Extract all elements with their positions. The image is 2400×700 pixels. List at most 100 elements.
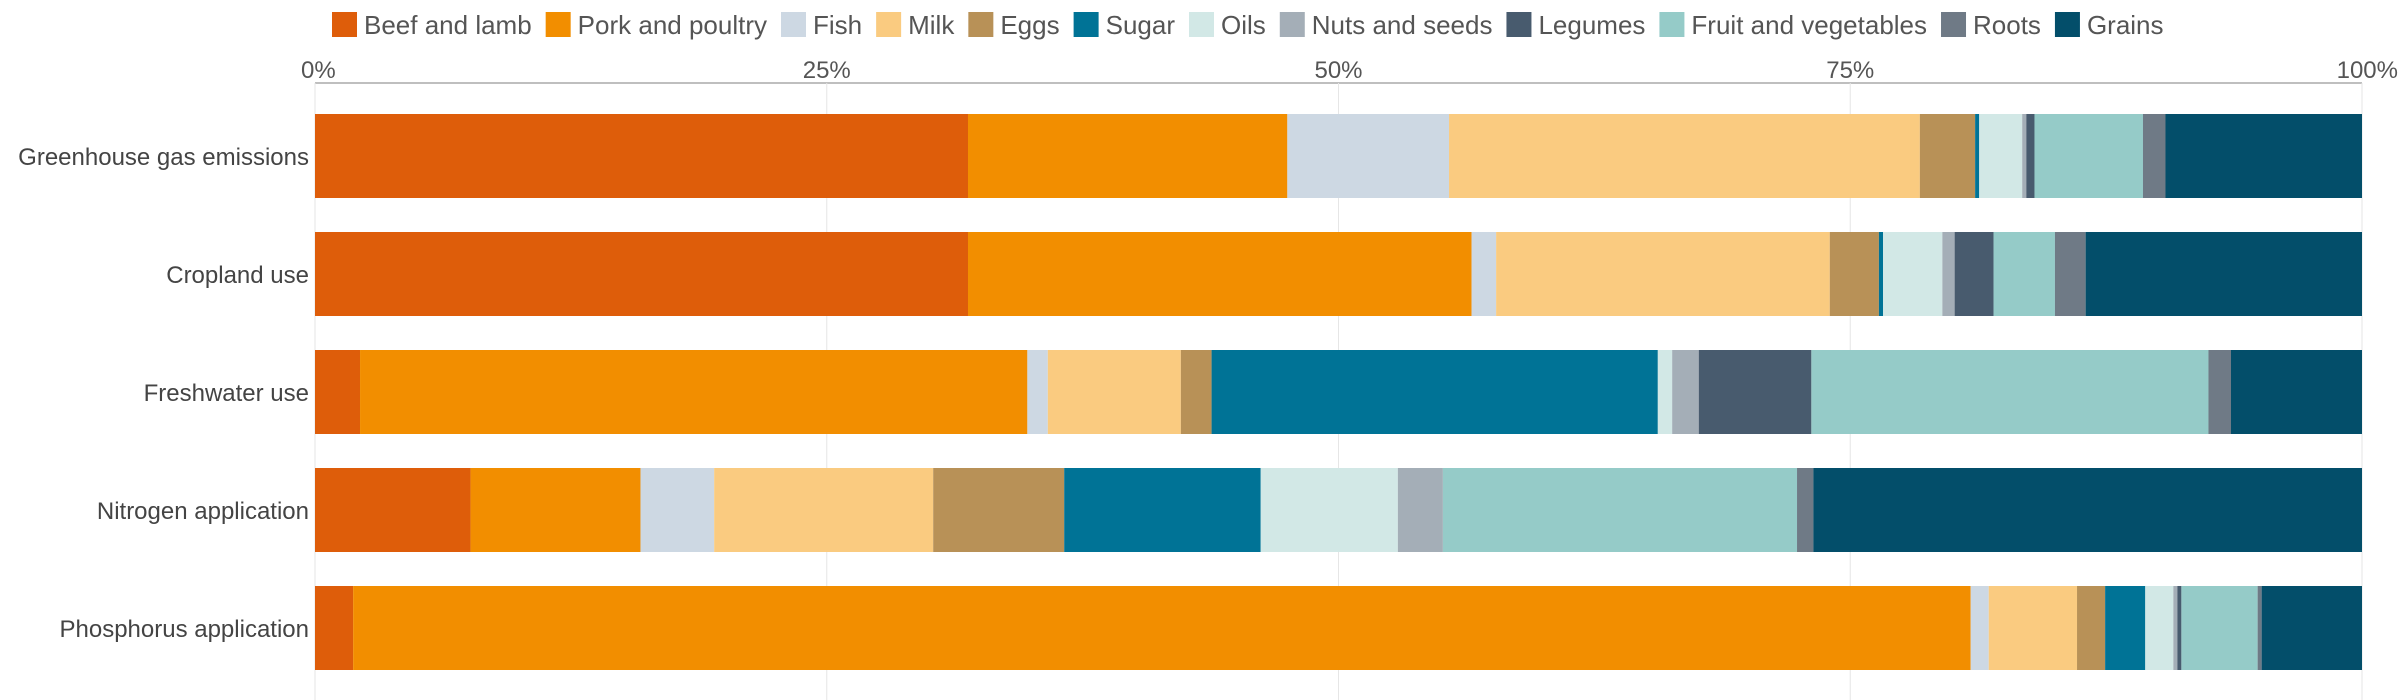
bar-segment-fish[interactable] (1287, 114, 1450, 198)
bar-segment-eggs[interactable] (933, 468, 1065, 552)
legend-swatch (1659, 12, 1685, 37)
bar-segment-fruit-and-vegetables[interactable] (2034, 114, 2143, 198)
legend-item-roots[interactable]: Roots (1941, 10, 2041, 40)
bar-segment-sugar[interactable] (1211, 350, 1658, 434)
x-tick-label: 0% (301, 57, 336, 84)
bar-row-phosphorus-application (315, 586, 2362, 670)
legend-item-legumes[interactable]: Legumes (1506, 10, 1645, 40)
bar-segment-fish[interactable] (1471, 232, 1497, 316)
legend-label: Oils (1221, 10, 1266, 40)
bar-segment-milk[interactable] (1496, 232, 1830, 316)
bar-segment-beef-and-lamb[interactable] (315, 586, 354, 670)
bar-row-greenhouse-gas-emissions (315, 114, 2362, 198)
bar-segment-fruit-and-vegetables[interactable] (1442, 468, 1798, 552)
bar-segment-fish[interactable] (1027, 350, 1048, 434)
bar-segment-nuts-and-seeds[interactable] (1672, 350, 1699, 434)
x-tick-label: 75% (1826, 57, 1874, 84)
legend-label: Pork and poultry (578, 10, 767, 40)
bar-segment-milk[interactable] (1988, 586, 2078, 670)
bar-segment-fish[interactable] (1970, 586, 1989, 670)
bar-segment-beef-and-lamb[interactable] (315, 468, 471, 552)
bar-segment-fish[interactable] (640, 468, 715, 552)
bar-segment-pork-and-poultry[interactable] (967, 114, 1288, 198)
legend-item-fish[interactable]: Fish (781, 10, 862, 40)
bar-segment-grains[interactable] (2261, 586, 2362, 670)
bar-segment-pork-and-poultry[interactable] (967, 232, 1472, 316)
bar-segment-pork-and-poultry[interactable] (360, 350, 1028, 434)
bar-segment-milk[interactable] (1449, 114, 1920, 198)
legend-item-fruit-and-vegetables[interactable]: Fruit and vegetables (1659, 10, 1927, 40)
bar-segment-fruit-and-vegetables[interactable] (1993, 232, 2055, 316)
bar-segment-milk[interactable] (714, 468, 934, 552)
y-axis-categories: Greenhouse gas emissions Cropland use Fres… (18, 144, 309, 643)
bar-segment-grains[interactable] (2165, 114, 2362, 198)
legend-label: Roots (1973, 10, 2041, 40)
legend-item-beef-and-lamb[interactable]: Beef and lamb (332, 10, 532, 40)
bar-segment-nuts-and-seeds[interactable] (2173, 586, 2178, 670)
bar-segment-eggs[interactable] (1180, 350, 1212, 434)
bar-segment-roots[interactable] (2257, 586, 2262, 670)
legend-label: Fruit and vegetables (1691, 10, 1927, 40)
legend-item-nuts-and-seeds[interactable]: Nuts and seeds (1279, 10, 1493, 40)
legend-label: Legumes (1538, 10, 1645, 40)
x-tick-label: 100% (2337, 57, 2398, 84)
bar-segment-beef-and-lamb[interactable] (315, 232, 968, 316)
legend-label: Sugar (1106, 10, 1176, 40)
bar-segment-nuts-and-seeds[interactable] (1397, 468, 1443, 552)
legend-swatch (1941, 12, 1967, 37)
bar-segment-roots[interactable] (1797, 468, 1814, 552)
category-label: Cropland use (166, 262, 309, 289)
x-tick-label: 25% (803, 57, 851, 84)
legend-item-pork-and-poultry[interactable]: Pork and poultry (545, 10, 767, 40)
x-axis-ticks: 0% 25% 50% 75% 100% (301, 57, 2398, 84)
bar-segment-legumes[interactable] (1954, 232, 1994, 316)
legend-item-grains[interactable]: Grains (2054, 10, 2164, 40)
chart-bars (315, 114, 2362, 670)
legend-swatch (781, 12, 806, 37)
bar-segment-legumes[interactable] (1698, 350, 1812, 434)
bar-segment-beef-and-lamb[interactable] (315, 350, 361, 434)
bar-segment-roots[interactable] (2142, 114, 2166, 198)
bar-segment-pork-and-poultry[interactable] (353, 586, 1971, 670)
bar-segment-sugar[interactable] (1878, 232, 1884, 316)
bar-segment-oils[interactable] (1657, 350, 1673, 434)
bar-segment-legumes[interactable] (2026, 114, 2035, 198)
bar-segment-sugar[interactable] (2105, 586, 2146, 670)
bar-segment-legumes[interactable] (2177, 586, 2182, 670)
legend-item-milk[interactable]: Milk (876, 10, 955, 40)
bar-segment-fruit-and-vegetables[interactable] (2181, 586, 2258, 670)
legend-label: Beef and lamb (364, 10, 532, 40)
legend-label: Grains (2087, 10, 2164, 40)
bar-segment-oils[interactable] (1883, 232, 1943, 316)
chart-legend: Beef and lamb Pork and poultry Fish Milk Egg… (332, 10, 2164, 40)
legend-label: Nuts and seeds (1312, 10, 1493, 40)
legend-item-sugar[interactable]: Sugar (1073, 10, 1176, 40)
bar-segment-beef-and-lamb[interactable] (315, 114, 968, 198)
bar-segment-grains[interactable] (2230, 350, 2362, 434)
bar-segment-pork-and-poultry[interactable] (470, 468, 641, 552)
bar-segment-oils[interactable] (2145, 586, 2174, 670)
bar-segment-eggs[interactable] (1829, 232, 1879, 316)
bar-segment-roots[interactable] (2208, 350, 2231, 434)
bar-segment-nuts-and-seeds[interactable] (1942, 232, 1955, 316)
bar-segment-oils[interactable] (1979, 114, 2023, 198)
bar-segment-sugar[interactable] (1064, 468, 1261, 552)
bar-row-cropland-use (315, 232, 2362, 316)
legend-label: Eggs (1000, 10, 1059, 40)
bar-segment-grains[interactable] (2085, 232, 2362, 316)
bar-row-nitrogen-application (315, 468, 2362, 552)
bar-segment-oils[interactable] (1260, 468, 1398, 552)
bar-segment-milk[interactable] (1047, 350, 1181, 434)
legend-swatch (1189, 12, 1214, 37)
bar-segment-eggs[interactable] (1919, 114, 1976, 198)
bar-segment-eggs[interactable] (2077, 586, 2106, 670)
legend-item-eggs[interactable]: Eggs (968, 10, 1060, 40)
bar-segment-fruit-and-vegetables[interactable] (1811, 350, 2209, 434)
bar-segment-grains[interactable] (1813, 468, 2362, 552)
bar-segment-sugar[interactable] (1975, 114, 1980, 198)
legend-item-oils[interactable]: Oils (1189, 10, 1266, 40)
bar-segment-roots[interactable] (2054, 232, 2086, 316)
bar-segment-nuts-and-seeds[interactable] (2022, 114, 2027, 198)
